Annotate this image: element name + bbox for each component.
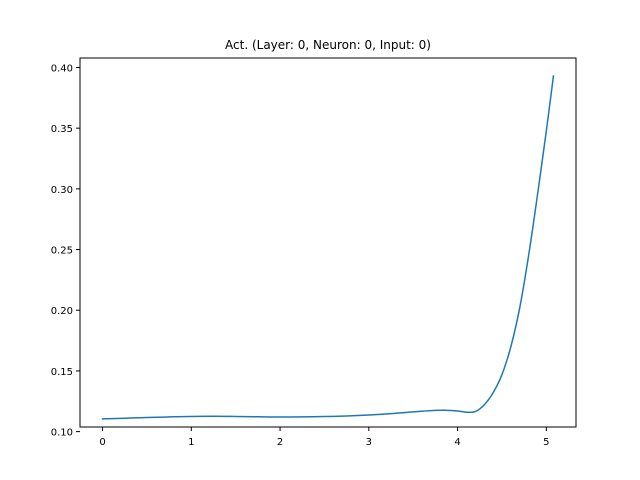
ticks-layer: 0 1 2 3 4 5 0.10 0.15 0.20 0.25 0.30 0.35 0.40 xyxy=(51,63,550,448)
x-tick-label: 1 xyxy=(188,437,194,448)
y-tick-label: 0.20 xyxy=(51,306,73,317)
x-tick-label: 2 xyxy=(277,437,283,448)
x-tick-label: 4 xyxy=(454,437,460,448)
plot-area-frame xyxy=(79,57,577,428)
chart-title: Act. (Layer: 0, Neuron: 0, Input: 0) xyxy=(225,38,431,52)
series-line xyxy=(101,75,555,420)
y-tick-label: 0.15 xyxy=(51,367,73,378)
x-tick-label: 3 xyxy=(366,437,372,448)
y-tick-label: 0.25 xyxy=(51,246,73,257)
series-layer xyxy=(101,75,555,420)
y-tick-label: 0.30 xyxy=(51,185,73,196)
y-tick-label: 0.40 xyxy=(51,63,73,74)
y-tick-label: 0.10 xyxy=(51,428,73,439)
y-tick-label: 0.35 xyxy=(51,124,73,135)
x-tick-label: 0 xyxy=(99,437,105,448)
x-tick-label: 5 xyxy=(543,437,549,448)
